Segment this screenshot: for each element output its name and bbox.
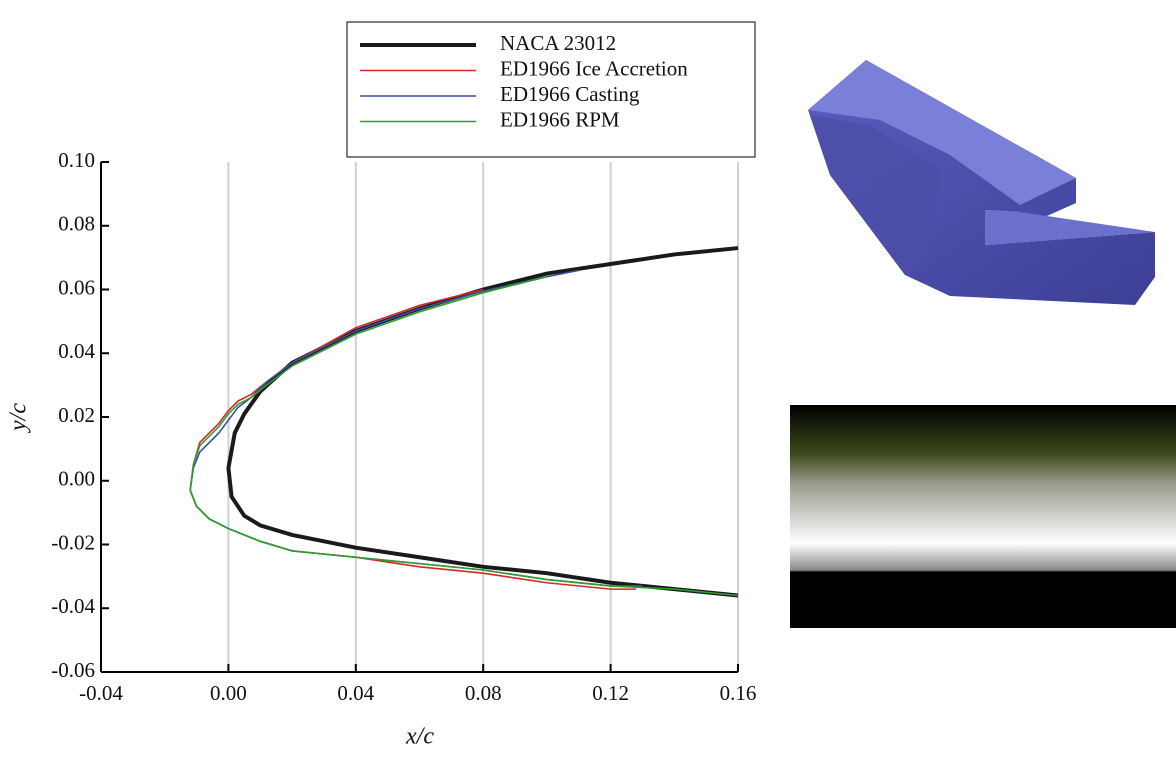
x-tick-label: 0.04 [337,681,374,705]
x-tick-label: 0.00 [210,681,247,705]
y-tick-label: 0.08 [58,212,95,236]
x-tick-label: 0.12 [592,681,629,705]
y-tick-label: -0.02 [51,530,95,554]
legend-label: NACA 23012 [500,31,616,55]
y-tick-label: 0.02 [58,403,95,427]
series-line [226,246,739,598]
series-line [189,275,739,597]
x-tick-label: 0.08 [465,681,502,705]
y-tick-label: -0.04 [51,594,95,618]
y-tick-label: -0.06 [51,658,95,682]
x-tick-label: 0.16 [720,681,757,705]
y-tick-label: 0.10 [58,148,95,172]
y-tick-label: 0.04 [58,339,95,363]
legend-label: ED1966 Casting [500,82,640,106]
ice-model-image [808,60,1155,305]
ice-photo [790,405,1176,628]
series-line [189,269,643,587]
legend-label: ED1966 Ice Accretion [500,56,688,80]
series-line [189,288,637,590]
y-axis-label: y/c [6,403,32,433]
y-tick-label: 0.00 [58,467,95,491]
plot-area [100,161,739,673]
y-tick-label: 0.06 [58,275,95,299]
legend-label: ED1966 RPM [500,107,620,131]
x-axis-label: x/c [405,724,434,750]
x-tick-label: -0.04 [79,681,123,705]
